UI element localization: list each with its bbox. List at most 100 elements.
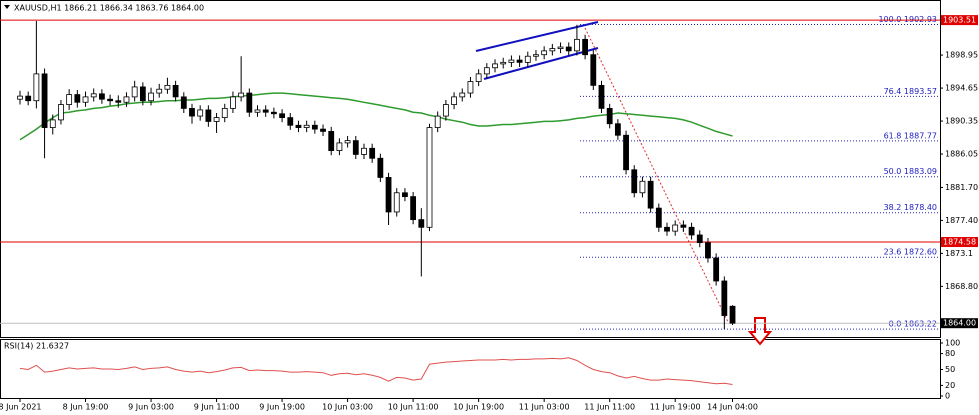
candle-body bbox=[344, 140, 351, 144]
channel-lower bbox=[483, 47, 599, 80]
candle-body bbox=[230, 96, 236, 109]
y-tick-label: 1868.80 bbox=[945, 282, 978, 291]
candle-body bbox=[451, 96, 457, 105]
candle-body bbox=[565, 46, 572, 52]
candle-body bbox=[639, 180, 646, 194]
candle-body bbox=[688, 226, 695, 236]
candle-body bbox=[131, 86, 138, 98]
fib-level-label: 0.0 1863.22 bbox=[889, 320, 937, 329]
candle-body bbox=[82, 96, 89, 103]
x-tick-label: 9 Jun 11:00 bbox=[194, 403, 240, 412]
candle-body bbox=[385, 177, 392, 213]
candle-body bbox=[459, 92, 466, 98]
candle-body bbox=[164, 84, 171, 90]
candle-body bbox=[33, 73, 40, 102]
fib-level-label: 50.0 1883.09 bbox=[884, 167, 937, 176]
x-tick-label: 10 Jun 19:00 bbox=[453, 403, 504, 412]
candle-body bbox=[672, 224, 679, 232]
x-tick-label: 9 Jun 03:00 bbox=[128, 403, 174, 412]
candle-body bbox=[475, 73, 482, 82]
candle-body bbox=[295, 124, 302, 128]
fib-level-label: 100.0 1902.93 bbox=[878, 15, 937, 24]
x-tick-label: 14 Jun 04:00 bbox=[707, 403, 758, 412]
candle-body bbox=[213, 117, 220, 122]
y-tick-label: 1877.40 bbox=[945, 216, 978, 225]
menu-triangle bbox=[4, 5, 10, 9]
candle-body bbox=[99, 93, 105, 100]
candle-body bbox=[664, 226, 670, 232]
candle-body bbox=[369, 147, 376, 159]
candle-body bbox=[328, 131, 335, 151]
candle-body bbox=[418, 219, 425, 228]
candle-body bbox=[336, 142, 343, 151]
candle-body bbox=[467, 81, 474, 94]
candle-body bbox=[598, 84, 605, 109]
candle-body bbox=[680, 224, 687, 228]
candle-body bbox=[377, 157, 384, 178]
candle-body bbox=[655, 207, 662, 228]
x-tick-label: 8 Jun 19:00 bbox=[63, 403, 109, 412]
candle-body bbox=[107, 98, 113, 102]
candle-body bbox=[410, 196, 417, 221]
candle-body bbox=[148, 92, 154, 102]
x-tick-label: 10 Jun 11:00 bbox=[388, 403, 439, 412]
rsi-title: RSI(14) 21.6327 bbox=[4, 342, 69, 351]
candle-body bbox=[197, 109, 204, 117]
chart-title: XAUUSD,H1 1866.21 1866.34 1863.76 1864.0… bbox=[14, 4, 204, 13]
price-label-box bbox=[941, 237, 978, 248]
candle-body bbox=[696, 234, 703, 244]
price-label: 1903.51 bbox=[943, 16, 976, 25]
main-pane-border bbox=[0, 0, 941, 338]
y-tick-label: 1894.65 bbox=[945, 84, 978, 93]
candle-body bbox=[393, 192, 400, 213]
candle-body bbox=[516, 59, 523, 63]
candle-body bbox=[238, 92, 245, 98]
down-arrow bbox=[747, 317, 773, 346]
fib-level-label: 76.4 1893.57 bbox=[884, 87, 937, 96]
candle-body bbox=[303, 124, 310, 128]
candle-body bbox=[492, 63, 498, 69]
candle-body bbox=[205, 109, 212, 122]
candle-body bbox=[721, 280, 728, 316]
channel-upper bbox=[475, 21, 599, 52]
price-label-box bbox=[941, 15, 978, 26]
candle-body bbox=[41, 73, 48, 128]
candle-body bbox=[49, 119, 56, 128]
x-tick-label: 11 Jun 11:00 bbox=[584, 403, 635, 412]
y-tick-label: 1873.1 bbox=[945, 249, 973, 258]
candle-body bbox=[541, 50, 548, 56]
candle-body bbox=[180, 96, 187, 109]
candle-body bbox=[582, 38, 589, 56]
candle-body bbox=[574, 38, 580, 52]
candle-body bbox=[287, 117, 294, 126]
candle-body bbox=[139, 86, 146, 102]
candle-body bbox=[115, 100, 122, 103]
candle-body bbox=[246, 92, 253, 113]
candle-body bbox=[221, 107, 228, 119]
candle-body bbox=[262, 109, 269, 113]
candle-body bbox=[320, 128, 326, 132]
candle-body bbox=[508, 59, 515, 63]
candle-body bbox=[189, 107, 195, 117]
fib-level-label: 38.2 1878.40 bbox=[884, 203, 937, 212]
candle-body bbox=[549, 48, 556, 52]
candle-body bbox=[426, 127, 433, 228]
candle-body bbox=[254, 109, 261, 113]
fib-trend-line bbox=[584, 27, 729, 323]
last-price-box bbox=[941, 318, 978, 329]
candle-body bbox=[123, 96, 130, 103]
candle-body bbox=[361, 147, 367, 155]
candle-body bbox=[90, 93, 97, 98]
moving-average bbox=[19, 92, 733, 141]
candle-body bbox=[524, 55, 531, 63]
candle-body bbox=[614, 123, 621, 136]
fib-level-label: 23.6 1872.60 bbox=[884, 248, 937, 257]
rsi-tick-label: 50 bbox=[945, 365, 955, 374]
y-tick-label: 1890.35 bbox=[945, 117, 978, 126]
x-tick-label: 11 Jun 03:00 bbox=[519, 403, 570, 412]
rsi-tick-label: 20 bbox=[945, 381, 955, 390]
rsi-tick-label: 0 bbox=[945, 392, 950, 401]
candle-body bbox=[66, 94, 73, 105]
candle-body bbox=[74, 94, 81, 103]
